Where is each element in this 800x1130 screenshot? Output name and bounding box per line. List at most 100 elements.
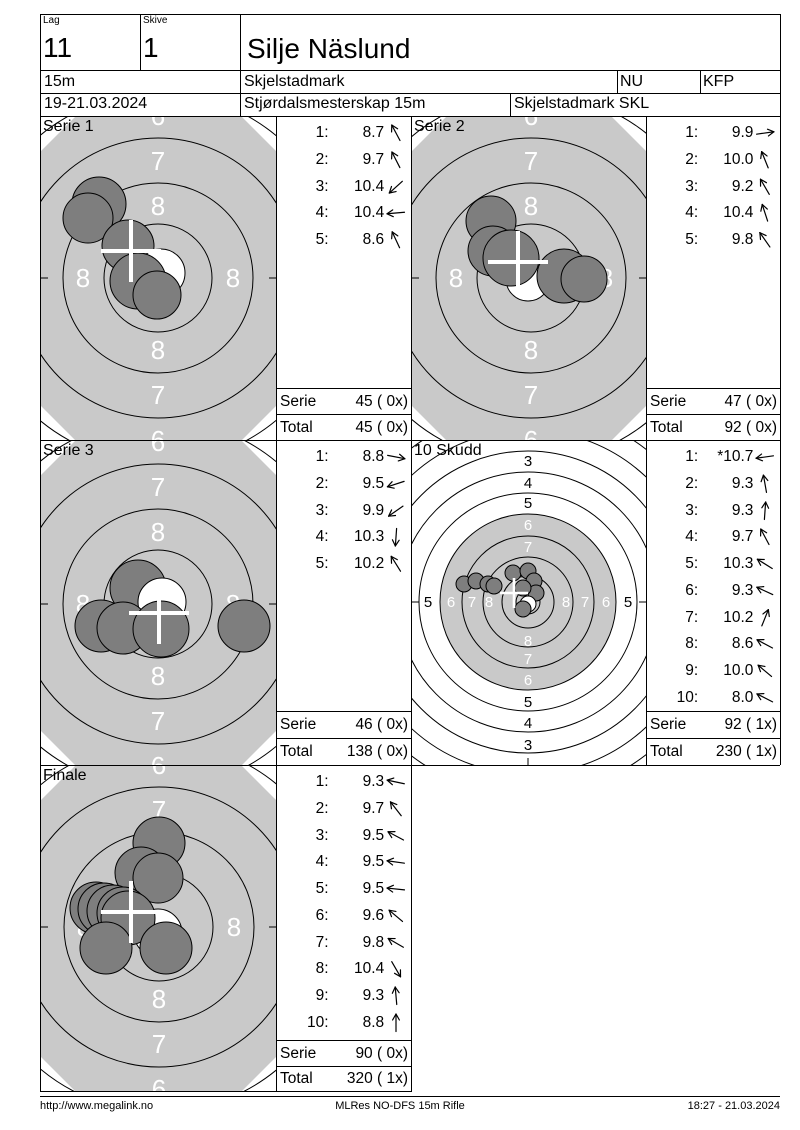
serie-summary-row: Serie 90 ( 0x) — [277, 1041, 411, 1066]
ring-number-label: 8 — [524, 633, 532, 650]
shot-direction-arrow-icon — [755, 453, 775, 462]
summary-divider — [646, 711, 780, 712]
shot-direction — [384, 553, 411, 575]
lag-value: 11 — [43, 32, 73, 63]
shot-direction — [753, 607, 780, 629]
ring-number-label: 7 — [151, 706, 165, 736]
ring-number-label: 8 — [226, 263, 240, 293]
shot-direction — [384, 176, 411, 198]
shot-direction-arrow-icon — [390, 555, 402, 572]
shot-value: *10.7 — [717, 448, 754, 466]
grid-line — [646, 116, 647, 765]
shot-row: 1: *10.7 — [647, 444, 780, 471]
shot-value: 10.4 — [354, 204, 385, 222]
shot-hole — [482, 229, 540, 287]
shot-row: 5: 10.3 — [647, 551, 780, 578]
shot-direction-arrow-icon — [388, 909, 404, 922]
ring-number-label: 8 — [524, 191, 538, 221]
ring-number-label: 8 — [524, 335, 538, 365]
shot-direction — [753, 149, 780, 171]
shot-row: 3: 9.2 — [647, 173, 780, 200]
shot-index: 4: — [315, 528, 329, 546]
shot-index: 2: — [685, 151, 699, 169]
shot-direction-arrow-icon — [757, 558, 774, 570]
ring-number-label: 6 — [524, 425, 538, 440]
shot-hole — [132, 852, 184, 904]
shot-direction — [384, 229, 411, 251]
total-label: Total — [280, 743, 313, 760]
summary-divider — [276, 738, 411, 739]
shot-direction — [753, 660, 780, 682]
skive-label: Skive — [143, 15, 168, 26]
shot-row: 5: 9.5 — [277, 876, 411, 903]
shot-direction — [384, 771, 411, 793]
shot-index: 1: — [685, 124, 699, 142]
summary-divider — [646, 388, 780, 389]
shot-value: 8.8 — [362, 1013, 385, 1031]
shot-index: 3: — [685, 177, 699, 195]
ring-number-label: 7 — [152, 1029, 166, 1059]
shot-direction-arrow-icon — [387, 480, 405, 489]
mean-point-cross — [488, 231, 548, 293]
shot-direction-arrow-icon — [760, 151, 770, 169]
shot-index: 2: — [315, 151, 329, 169]
panel-title-finale: Finale — [43, 767, 87, 784]
shot-index: 5: — [315, 231, 329, 249]
ring-number-label: 6 — [151, 751, 165, 765]
shot-index: 5: — [685, 231, 699, 249]
shot-index: 2: — [685, 475, 699, 493]
shot-value: 10.3 — [723, 555, 754, 573]
shot-value: 10.0 — [723, 661, 754, 679]
ring-number-label: 7 — [581, 594, 589, 611]
shot-value: 8.0 — [731, 688, 754, 706]
shot-direction-arrow-icon — [760, 204, 769, 223]
ring-number-label: 6 — [602, 594, 610, 611]
target-panel-serie-1: 6 7 8 8 8 8 7 6 — [41, 117, 276, 440]
shot-index: 1: — [315, 773, 329, 791]
skive-value: 1 — [143, 32, 159, 63]
shot-direction-arrow-icon — [387, 937, 405, 948]
shot-value: 8.6 — [731, 635, 754, 653]
shot-value: 9.9 — [362, 501, 385, 519]
shot-value: 9.2 — [731, 177, 754, 195]
shot-row: 6: 9.3 — [647, 578, 780, 605]
ring-number-label: 6 — [524, 672, 532, 689]
shot-value: 9.9 — [731, 124, 754, 142]
summary-divider — [646, 414, 780, 415]
shot-value: 10.3 — [354, 528, 385, 546]
serie-summary-row: Serie 92 ( 1x) — [647, 712, 780, 738]
grid-line — [780, 116, 781, 765]
shot-direction-arrow-icon — [759, 232, 771, 248]
target-serie-3: 67888876 — [41, 441, 276, 765]
shot-row: 4: 10.4 — [647, 200, 780, 227]
ring-number-label: 7 — [524, 539, 532, 556]
shot-direction — [384, 446, 411, 468]
shot-value: 9.3 — [362, 986, 385, 1004]
shot-row: 2: 9.3 — [647, 471, 780, 498]
shot-row: 8: 8.6 — [647, 631, 780, 658]
shot-value: 9.7 — [362, 800, 385, 818]
shot-row: 10: 8.8 — [277, 1009, 411, 1036]
shot-direction-arrow-icon — [386, 209, 406, 218]
serie-sum-value: 46 ( 0x) — [355, 716, 408, 733]
summary-divider — [276, 1040, 411, 1041]
shot-value: 10.4 — [354, 960, 385, 978]
ring-number-label: 7 — [151, 380, 165, 410]
shot-row: 3: 9.9 — [277, 497, 411, 524]
shot-row: 1: 9.3 — [277, 769, 411, 796]
shot-direction — [384, 526, 411, 548]
total-sum-value: 45 ( 0x) — [355, 418, 408, 436]
shot-direction — [753, 500, 780, 522]
mean-point-cross — [101, 220, 161, 282]
shot-direction — [384, 500, 411, 522]
ring-number-label: 8 — [227, 912, 241, 942]
shot-direction-arrow-icon — [388, 180, 404, 194]
shot-index: 6: — [685, 581, 699, 599]
header-row-divider — [40, 93, 780, 94]
panel-title-10-skudd: 10 Skudd — [414, 442, 482, 459]
ring-number-label: 7 — [151, 472, 165, 502]
shot-direction — [384, 932, 411, 954]
shot-row: 1: 8.8 — [277, 444, 411, 471]
shot-index: 9: — [685, 661, 699, 679]
